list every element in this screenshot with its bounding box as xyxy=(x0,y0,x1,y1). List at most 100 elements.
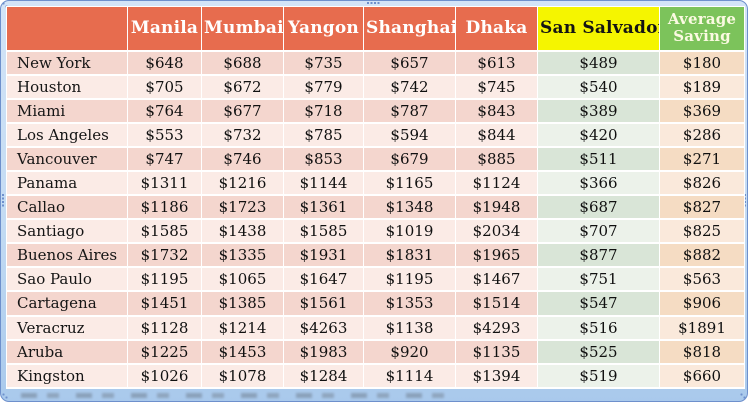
fare-cell: $1453 xyxy=(201,339,284,365)
fare-cell: $1019 xyxy=(363,218,456,245)
fare-cell: $1438 xyxy=(201,218,284,245)
selection-handle-right[interactable] xyxy=(744,194,746,207)
fare-cell: $420 xyxy=(537,122,660,148)
fare-cell: $688 xyxy=(201,49,284,76)
fare-cell: $1394 xyxy=(455,363,538,390)
fare-cell: $718 xyxy=(283,98,364,124)
column-header-shanghai: Shanghai xyxy=(363,6,456,52)
row-label-cartagena: Cartagena xyxy=(6,290,128,317)
fare-cell: $825 xyxy=(659,218,745,245)
fare-cell: $563 xyxy=(659,266,745,293)
fare-cell: $1216 xyxy=(201,170,284,197)
table-row: New York $648 $688 $735 $657 $613 $489 $180 xyxy=(6,49,745,76)
table-row: Miami $764 $677 $718 $787 $843 $389 $369 xyxy=(6,98,745,124)
fare-cell: $885 xyxy=(455,146,538,172)
row-label-santiago: Santiago xyxy=(6,218,128,245)
selection-handle-left[interactable] xyxy=(2,194,4,207)
fare-cell: $705 xyxy=(127,74,202,100)
fare-cell: $1195 xyxy=(127,266,202,293)
fare-cell: $1128 xyxy=(127,315,202,341)
fare-cell: $1361 xyxy=(283,194,364,221)
fare-cell: $1723 xyxy=(201,194,284,221)
fare-cell: $369 xyxy=(659,98,745,124)
row-label-sao-paulo: Sao Paulo xyxy=(6,266,128,293)
table-row: Callao $1186 $1723 $1361 $1348 $1948 $687 $827 xyxy=(6,194,745,221)
fare-cell: $1144 xyxy=(283,170,364,197)
fare-cell: $920 xyxy=(363,339,456,365)
fare-cell: $553 xyxy=(127,122,202,148)
fare-cell: $1225 xyxy=(127,339,202,365)
corner-header-cell xyxy=(6,6,128,52)
selection-handle-top[interactable] xyxy=(367,2,380,4)
fare-cell: $657 xyxy=(363,49,456,76)
fare-cell: $1078 xyxy=(201,363,284,390)
table-row: Vancouver $747 $746 $853 $679 $885 $511 $271 xyxy=(6,146,745,172)
fare-cell: $540 xyxy=(537,74,660,100)
row-label-kingston: Kingston xyxy=(6,363,128,390)
fare-cell: $1983 xyxy=(283,339,364,365)
fare-cell: $826 xyxy=(659,170,745,197)
fare-cell: $1138 xyxy=(363,315,456,341)
fare-cell: $1353 xyxy=(363,290,456,317)
fare-cell: $180 xyxy=(659,49,745,76)
selection-handle-bottom-left[interactable] xyxy=(2,393,8,399)
fare-cell: $516 xyxy=(537,315,660,341)
fare-cell: $1114 xyxy=(363,363,456,390)
table-header: Manila Mumbai Yangon Shanghai Dhaka San Salva… xyxy=(6,6,745,52)
fare-cell: $1585 xyxy=(283,218,364,245)
fare-cell: $679 xyxy=(363,146,456,172)
fare-cell: $1165 xyxy=(363,170,456,197)
fare-cell: $746 xyxy=(201,146,284,172)
table-row: Los Angeles $553 $732 $785 $594 $844 $420 $286 xyxy=(6,122,745,148)
fare-cell: $1948 xyxy=(455,194,538,221)
selection-handle-top-left[interactable] xyxy=(2,2,8,8)
table-row: Houston $705 $672 $779 $742 $745 $540 $189 xyxy=(6,74,745,100)
fare-cell: $519 xyxy=(537,363,660,390)
fare-cell: $853 xyxy=(283,146,364,172)
fares-comparison-table: Manila Mumbai Yangon Shanghai Dhaka San Salva… xyxy=(6,6,745,390)
row-label-los-angeles: Los Angeles xyxy=(6,122,128,148)
fare-cell: $286 xyxy=(659,122,745,148)
row-label-buenos-aires: Buenos Aires xyxy=(6,242,128,269)
fare-cell: $672 xyxy=(201,74,284,100)
fare-cell: $525 xyxy=(537,339,660,365)
fare-cell: $489 xyxy=(537,49,660,76)
fare-cell: $1284 xyxy=(283,363,364,390)
fare-cell: $742 xyxy=(363,74,456,100)
fare-cell: $1647 xyxy=(283,266,364,293)
fare-cell: $1385 xyxy=(201,290,284,317)
fare-cell: $779 xyxy=(283,74,364,100)
table-row: Veracruz $1128 $1214 $4263 $1138 $4293 $516 $18… xyxy=(6,315,745,341)
row-label-aruba: Aruba xyxy=(6,339,128,365)
selection-handle-bottom-right[interactable] xyxy=(740,393,746,399)
fare-cell: $1311 xyxy=(127,170,202,197)
fare-cell: $511 xyxy=(537,146,660,172)
fare-cell: $882 xyxy=(659,242,745,269)
fare-cell: $660 xyxy=(659,363,745,390)
fare-cell: $906 xyxy=(659,290,745,317)
table-row: Panama $1311 $1216 $1144 $1165 $1124 $366 $826 xyxy=(6,170,745,197)
column-header-dhaka: Dhaka xyxy=(455,6,538,52)
fare-cell: $687 xyxy=(537,194,660,221)
fare-cell: $747 xyxy=(127,146,202,172)
row-label-new-york: New York xyxy=(6,49,128,76)
table-body: New York $648 $688 $735 $657 $613 $489 $180 Hous… xyxy=(6,49,745,390)
fare-cell: $707 xyxy=(537,218,660,245)
fare-cell: $844 xyxy=(455,122,538,148)
fare-cell: $1831 xyxy=(363,242,456,269)
table-row: Kingston $1026 $1078 $1284 $1114 $1394 $519 $66… xyxy=(6,363,745,390)
fare-cell: $764 xyxy=(127,98,202,124)
row-label-panama: Panama xyxy=(6,170,128,197)
fare-cell: $1514 xyxy=(455,290,538,317)
fare-cell: $1214 xyxy=(201,315,284,341)
fare-cell: $1124 xyxy=(455,170,538,197)
fare-cell: $751 xyxy=(537,266,660,293)
fare-cell: $1195 xyxy=(363,266,456,293)
fare-cell: $1026 xyxy=(127,363,202,390)
table-row: Sao Paulo $1195 $1065 $1647 $1195 $1467 $751 $5… xyxy=(6,266,745,293)
row-label-houston: Houston xyxy=(6,74,128,100)
fare-cell: $827 xyxy=(659,194,745,221)
fare-cell: $648 xyxy=(127,49,202,76)
fare-cell: $1335 xyxy=(201,242,284,269)
fare-cell: $1965 xyxy=(455,242,538,269)
